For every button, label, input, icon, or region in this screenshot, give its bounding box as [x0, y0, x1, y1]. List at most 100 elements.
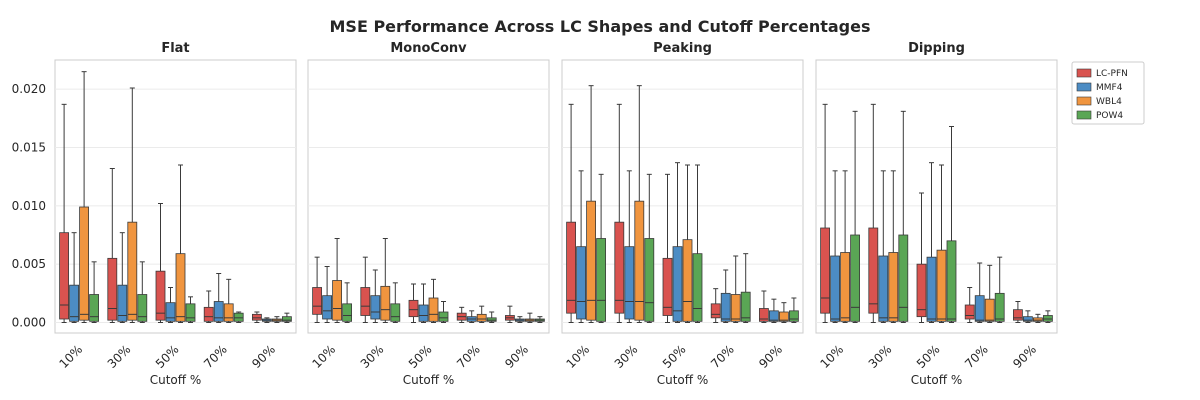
box-body [916, 263, 927, 318]
box-pow4 [789, 297, 799, 323]
box-body [740, 291, 751, 322]
box-body [759, 308, 769, 322]
box-body [634, 200, 645, 321]
x-tick-label: 90% [249, 342, 278, 371]
panel-dipping: Dipping 10% 30% 50% 70% 90% Cutoff % [815, 41, 1058, 387]
box-pow4 [89, 261, 99, 323]
box-body [476, 313, 487, 322]
plot-area [307, 59, 550, 334]
box-body [1023, 316, 1033, 322]
box-body [730, 294, 741, 322]
box-body [213, 301, 224, 322]
box-body [342, 303, 353, 322]
box-body [486, 317, 497, 322]
box-pow4 [1043, 310, 1053, 323]
box-mmf4 [418, 283, 429, 323]
x-tick-label: 90% [502, 342, 531, 371]
box-mmf4 [261, 317, 272, 323]
box-body [117, 284, 128, 322]
box-mmf4 [165, 287, 176, 323]
box-wbl4 [779, 302, 789, 323]
box-body [596, 238, 606, 322]
x-tick-label: 50% [406, 342, 435, 371]
box-mmf4 [466, 310, 477, 323]
box-body [312, 287, 323, 315]
panel-title: Dipping [908, 41, 965, 56]
panels: Flat 0.000 0.005 0.010 0.015 0.020 10% 30% 50% 70… [12, 41, 1058, 387]
box-pow4 [281, 312, 292, 323]
box-body [720, 292, 731, 322]
legend-label: MMF4 [1096, 83, 1123, 93]
box-body [682, 239, 693, 322]
box-lc-pfn [360, 256, 371, 323]
box-body [332, 280, 343, 321]
box-body [137, 294, 148, 322]
box-wbl4 [936, 164, 947, 323]
y-tick-label: 0.015 [12, 141, 46, 155]
box-body [692, 253, 703, 322]
box-mmf4 [69, 232, 79, 323]
box-body [898, 234, 909, 322]
box-body [251, 313, 262, 321]
x-tick-label: 50% [153, 342, 182, 371]
y-tick-label: 0.000 [12, 316, 46, 330]
legend-frame [1071, 61, 1145, 125]
box-body [107, 257, 118, 321]
box-wbl4 [984, 264, 995, 323]
box-body [281, 316, 292, 322]
plot-area [54, 59, 297, 334]
panel-title: Peaking [653, 41, 712, 56]
x-tick-label: 10% [563, 342, 592, 371]
box-body [644, 238, 655, 322]
box-wbl4 [840, 170, 850, 323]
x-tick-label: 90% [1010, 342, 1039, 371]
box-wbl4 [888, 170, 899, 323]
box-mmf4 [515, 316, 525, 323]
box-body [390, 303, 401, 322]
box-pow4 [740, 253, 751, 323]
x-tick-label: 90% [756, 342, 785, 371]
box-pow4 [946, 126, 957, 323]
box-lc-pfn [759, 290, 769, 323]
legend-label: WBL4 [1096, 97, 1122, 107]
box-lc-pfn [1013, 301, 1023, 323]
box-mmf4 [624, 170, 635, 323]
legend-swatch [1076, 82, 1092, 92]
box-body [868, 227, 879, 314]
box-lc-pfn [107, 168, 118, 323]
box-body [360, 287, 371, 316]
box-body [370, 295, 381, 320]
y-tick-label: 0.010 [12, 199, 46, 213]
box-pow4 [692, 164, 703, 323]
box-mmf4 [1023, 310, 1033, 323]
box-pow4 [342, 282, 353, 323]
y-tick-label: 0.020 [12, 82, 46, 96]
legend-swatch [1076, 110, 1092, 120]
x-tick-label: 30% [866, 342, 895, 371]
box-wbl4 [682, 164, 693, 323]
box-lc-pfn [155, 203, 166, 323]
box-wbl4 [525, 312, 535, 323]
box-body [820, 227, 830, 314]
box-body [779, 311, 789, 322]
legend-label: LC-PFN [1096, 69, 1128, 79]
legend-swatch [1076, 96, 1092, 106]
box-body [418, 304, 429, 322]
box-mmf4 [370, 269, 381, 323]
box-body [974, 295, 985, 322]
box-lc-pfn [312, 256, 323, 323]
box-mmf4 [878, 170, 889, 323]
x-axis-label: Cutoff % [911, 373, 963, 387]
box-body [69, 284, 79, 322]
box-lc-pfn [251, 311, 262, 323]
box-wbl4 [586, 85, 596, 323]
box-body [888, 252, 899, 322]
box-lc-pfn [710, 288, 721, 323]
box-lc-pfn [566, 103, 576, 323]
panel-flat: Flat 0.000 0.005 0.010 0.015 0.020 10% 30% 50% 70… [12, 41, 297, 387]
box-lc-pfn [59, 103, 69, 323]
panel-title: Flat [161, 41, 189, 56]
legend-swatch [1076, 68, 1092, 78]
box-lc-pfn [868, 103, 879, 323]
